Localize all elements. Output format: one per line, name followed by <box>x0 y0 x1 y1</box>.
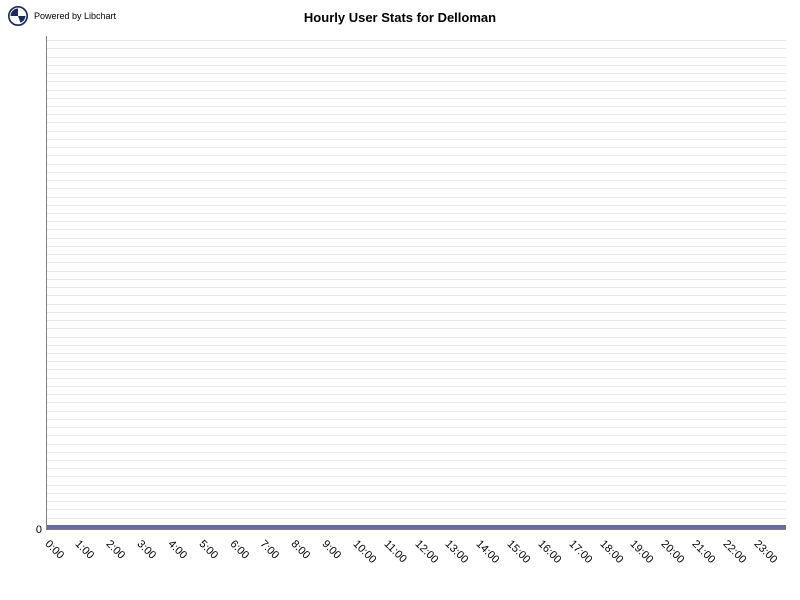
gridline <box>47 139 786 140</box>
gridline <box>47 394 786 395</box>
gridline <box>47 460 786 461</box>
x-tick-label: 21:00 <box>690 538 718 566</box>
x-tick-label: 16:00 <box>535 538 563 566</box>
gridline <box>47 444 786 445</box>
gridline <box>47 452 786 453</box>
x-tick-label: 20:00 <box>659 538 687 566</box>
gridline <box>47 361 786 362</box>
gridline <box>47 180 786 181</box>
gridline <box>47 114 786 115</box>
x-tick-label: 23:00 <box>751 538 779 566</box>
x-tick-label: 8:00 <box>289 538 313 562</box>
gridline <box>47 468 786 469</box>
x-tick-label: 19:00 <box>628 538 656 566</box>
gridline <box>47 493 786 494</box>
gridline <box>47 81 786 82</box>
gridline <box>47 485 786 486</box>
gridline <box>47 213 786 214</box>
y-tick-label: 0 <box>12 524 42 536</box>
gridline <box>47 304 786 305</box>
x-tick-label: 6:00 <box>227 538 251 562</box>
gridline <box>47 295 786 296</box>
gridline <box>47 98 786 99</box>
gridline <box>47 238 786 239</box>
gridline <box>47 164 786 165</box>
x-tick-label: 17:00 <box>566 538 594 566</box>
x-tick-label: 3:00 <box>135 538 159 562</box>
gridline <box>47 287 786 288</box>
x-tick-label: 5:00 <box>196 538 220 562</box>
gridline <box>47 57 786 58</box>
gridline <box>47 501 786 502</box>
gridline <box>47 197 786 198</box>
x-tick-label: 2:00 <box>104 538 128 562</box>
x-tick-label: 4:00 <box>165 538 189 562</box>
gridline <box>47 262 786 263</box>
gridline <box>47 188 786 189</box>
gridline <box>47 40 786 41</box>
gridline <box>47 476 786 477</box>
gridline <box>47 155 786 156</box>
gridline <box>47 345 786 346</box>
gridline <box>47 337 786 338</box>
x-tick-label: 18:00 <box>597 538 625 566</box>
gridline <box>47 122 786 123</box>
gridline <box>47 509 786 510</box>
gridline <box>47 106 786 107</box>
baseline-bar <box>47 525 786 529</box>
gridline <box>47 402 786 403</box>
x-tick-label: 10:00 <box>350 538 378 566</box>
gridline <box>47 369 786 370</box>
gridline <box>47 419 786 420</box>
x-tick-label: 12:00 <box>412 538 440 566</box>
gridline <box>47 48 786 49</box>
gridline <box>47 131 786 132</box>
gridline <box>47 229 786 230</box>
x-tick-label: 1:00 <box>73 538 97 562</box>
gridline <box>47 435 786 436</box>
gridline <box>47 271 786 272</box>
gridline <box>47 320 786 321</box>
gridline <box>47 221 786 222</box>
gridline <box>47 411 786 412</box>
gridline <box>47 65 786 66</box>
gridline <box>47 90 786 91</box>
gridline <box>47 328 786 329</box>
x-tick-label: 13:00 <box>443 538 471 566</box>
plot-area <box>46 36 786 530</box>
x-tick-label: 14:00 <box>474 538 502 566</box>
gridline <box>47 312 786 313</box>
x-tick-label: 9:00 <box>320 538 344 562</box>
x-tick-label: 22:00 <box>720 538 748 566</box>
gridline <box>47 254 786 255</box>
gridline <box>47 279 786 280</box>
gridline <box>47 205 786 206</box>
x-tick-label: 15:00 <box>505 538 533 566</box>
gridline <box>47 147 786 148</box>
x-tick-label: 11:00 <box>381 538 408 565</box>
x-tick-label: 0:00 <box>42 538 66 562</box>
gridline <box>47 427 786 428</box>
gridline <box>47 246 786 247</box>
gridline <box>47 353 786 354</box>
gridline <box>47 73 786 74</box>
x-tick-label: 7:00 <box>258 538 282 562</box>
gridline <box>47 172 786 173</box>
gridline <box>47 378 786 379</box>
gridline <box>47 518 786 519</box>
gridlines <box>47 36 786 529</box>
chart-title: Hourly User Stats for Delloman <box>0 10 800 25</box>
gridline <box>47 386 786 387</box>
